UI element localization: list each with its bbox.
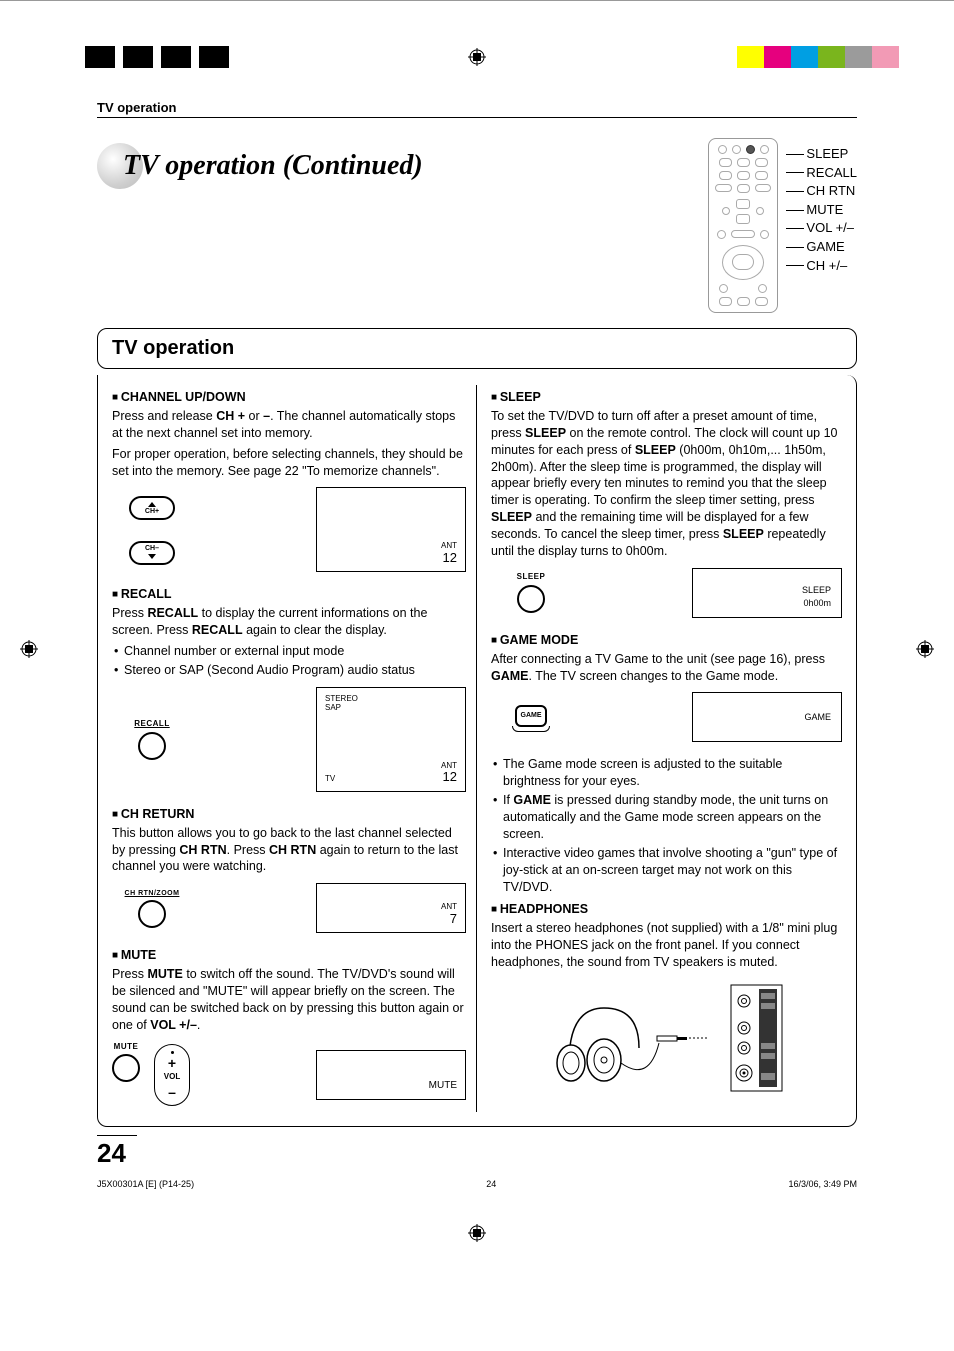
screen-recall: STEREOSAP TV ANT12 <box>316 687 466 792</box>
game-bullet-2: If GAME is pressed during standby mode, … <box>491 792 842 843</box>
screen-ch: ANT12 <box>316 487 466 572</box>
heading-channel-updown: CHANNEL UP/DOWN <box>112 389 466 406</box>
remote-label-ch: CH +/– <box>806 258 857 274</box>
heading-sleep: SLEEP <box>491 389 842 406</box>
illus-game: GAME GAME <box>491 692 842 742</box>
illus-mute: MUTE + VOL – MUTE <box>112 1042 466 1108</box>
footer-right: 16/3/06, 3:49 PM <box>788 1179 857 1189</box>
illus-ch: ANT12 <box>112 487 466 572</box>
content-columns: CHANNEL UP/DOWN Press and release CH + o… <box>97 375 857 1127</box>
column-left: CHANNEL UP/DOWN Press and release CH + o… <box>98 385 477 1112</box>
color-bar <box>737 46 764 68</box>
sleep-button-icon: SLEEP <box>517 572 546 613</box>
recall-button-icon: RECALL <box>134 719 169 760</box>
heading-chrtn: CH RETURN <box>112 806 466 823</box>
remote-label-chrtn: CH RTN <box>806 183 857 199</box>
para-recall: Press RECALL to display the current info… <box>112 605 466 639</box>
registration-black-bars <box>85 46 237 68</box>
remote-body <box>708 138 778 313</box>
title-row: TV operation (Continued) SLEEP RECALL CH… <box>97 138 857 313</box>
remote-label-vol: VOL +/– <box>806 220 857 236</box>
screen-chrtn: ANT7 <box>316 883 466 933</box>
game-button-icon: GAME <box>512 703 550 732</box>
headphones-icon <box>549 988 709 1088</box>
ch-minus-button-icon <box>129 540 175 565</box>
screen-mute: MUTE <box>316 1050 466 1100</box>
print-marks-bottom <box>0 1219 954 1259</box>
page-number: 24 <box>97 1135 137 1169</box>
para-ch-1: Press and release CH + or –. The channel… <box>112 408 466 442</box>
illus-headphones <box>491 983 842 1093</box>
section-title: TV operation <box>112 337 842 360</box>
recall-bullets: Channel number or external input mode St… <box>112 643 466 679</box>
print-marks-top <box>0 0 954 70</box>
para-headphones: Insert a stereo headphones (not supplied… <box>491 920 842 971</box>
footer-left: J5X00301A [E] (P14-25) <box>97 1179 194 1189</box>
heading-game: GAME MODE <box>491 632 842 649</box>
remote-label-mute: MUTE <box>806 202 857 218</box>
registration-mark-bottom <box>468 1224 486 1242</box>
registration-mark-top <box>468 48 486 66</box>
ch-plus-button-icon <box>129 495 175 520</box>
para-chrtn: This button allows you to go back to the… <box>112 825 466 876</box>
screen-sleep: SLEEP 0h00m <box>692 568 842 618</box>
remote-diagram: SLEEP RECALL CH RTN MUTE VOL +/– GAME CH… <box>708 138 857 313</box>
para-mute: Press MUTE to switch off the sound. The … <box>112 966 466 1034</box>
registration-mark-right <box>916 640 934 658</box>
color-bar <box>791 46 818 68</box>
mute-button-icon: MUTE <box>112 1042 140 1083</box>
chrtn-button-icon: CH RTN/ZOOM <box>125 889 180 928</box>
recall-bullet-1: Channel number or external input mode <box>112 643 466 660</box>
heading-headphones: HEADPHONES <box>491 901 842 918</box>
page-title: TV operation (Continued) <box>123 150 423 182</box>
running-header: TV operation <box>97 100 857 118</box>
color-bar <box>764 46 791 68</box>
color-bar <box>845 46 872 68</box>
footer-mid: 24 <box>486 1179 496 1189</box>
footer: J5X00301A [E] (P14-25) 24 16/3/06, 3:49 … <box>97 1169 857 1219</box>
para-ch-2: For proper operation, before selecting c… <box>112 446 466 480</box>
front-panel-icon <box>729 983 784 1093</box>
illus-chrtn: CH RTN/ZOOM ANT7 <box>112 883 466 933</box>
column-right: SLEEP To set the TV/DVD to turn off afte… <box>477 385 856 1112</box>
vol-button-icon: + VOL – <box>154 1042 190 1108</box>
game-bullet-3: Interactive video games that involve sho… <box>491 845 842 896</box>
game-bullet-1: The Game mode screen is adjusted to the … <box>491 756 842 790</box>
heading-recall: RECALL <box>112 586 466 603</box>
color-bar <box>818 46 845 68</box>
heading-mute: MUTE <box>112 947 466 964</box>
remote-labels: SLEEP RECALL CH RTN MUTE VOL +/– GAME CH… <box>786 138 857 273</box>
illus-sleep: SLEEP SLEEP 0h00m <box>491 568 842 618</box>
registration-mark-left <box>20 640 38 658</box>
recall-bullet-2: Stereo or SAP (Second Audio Program) aud… <box>112 662 466 679</box>
remote-label-recall: RECALL <box>806 165 857 181</box>
remote-label-sleep: SLEEP <box>806 146 857 162</box>
para-sleep: To set the TV/DVD to turn off after a pr… <box>491 408 842 560</box>
color-registration-bars <box>737 46 899 68</box>
illus-recall: RECALL STEREOSAP TV ANT12 <box>112 687 466 792</box>
page-content: TV operation TV operation (Continued) <box>97 70 857 1219</box>
title-wrap: TV operation (Continued) <box>97 138 423 189</box>
screen-game: GAME <box>692 692 842 742</box>
section-heading-box: TV operation <box>97 328 857 369</box>
remote-label-game: GAME <box>806 239 857 255</box>
color-bar <box>872 46 899 68</box>
game-bullets: The Game mode screen is adjusted to the … <box>491 756 842 895</box>
para-game: After connecting a TV Game to the unit (… <box>491 651 842 685</box>
